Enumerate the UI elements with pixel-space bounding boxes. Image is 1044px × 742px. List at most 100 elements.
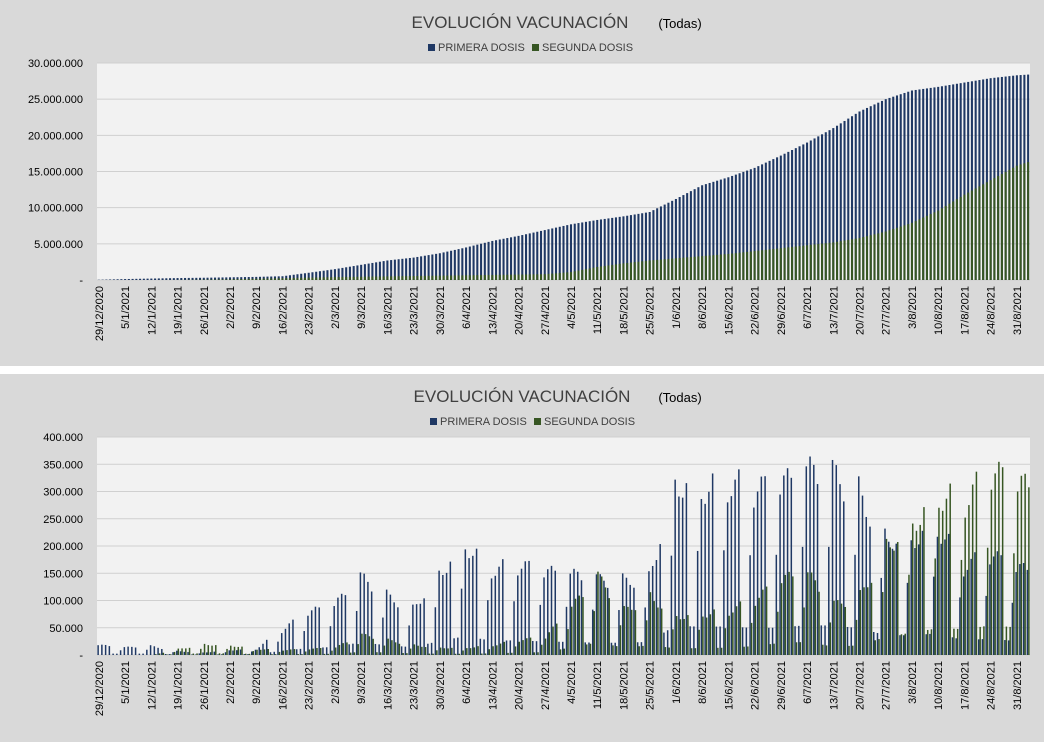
bar-primera-dosis [176,650,178,655]
bar-segunda-dosis [211,645,213,655]
bar-primera-dosis [243,277,247,280]
bar-segunda-dosis [559,649,562,655]
bar-primera-dosis [307,272,310,280]
bar-segunda-dosis [753,251,756,280]
bar-primera-dosis [835,465,838,655]
bar-primera-dosis [254,649,257,655]
bar-primera-dosis [618,610,620,655]
bar-segunda-dosis [683,618,685,655]
bar-primera-dosis [228,650,231,655]
bar-primera-dosis [843,120,846,280]
x-tick-label: 6/7/2021 [802,286,814,329]
bar-primera-dosis [940,86,943,280]
bar-primera-dosis [922,88,925,280]
bar-primera-dosis [532,640,534,655]
bar-segunda-dosis [880,232,884,280]
bar-segunda-dosis [773,643,775,655]
bar-primera-dosis [761,164,764,280]
bar-primera-dosis [135,278,138,280]
bars [97,74,1030,281]
bar-primera-dosis [588,642,590,655]
bar-primera-dosis [742,171,745,280]
x-tick-label: 22/6/2021 [750,661,762,710]
bar-segunda-dosis [319,648,322,655]
bar-segunda-dosis [784,574,787,655]
bar-segunda-dosis [558,272,561,280]
y-tick-label: 20.000.000 [28,130,83,142]
bar-primera-dosis [580,580,583,655]
bar-segunda-dosis [850,239,854,280]
bar-segunda-dosis [983,626,985,655]
y-tick-label: 400.000 [43,432,83,444]
bar-segunda-dosis [567,629,569,655]
bar-primera-dosis [445,572,448,655]
bar-segunda-dosis [421,646,423,655]
bar-segunda-dosis [451,647,453,655]
bar-primera-dosis [161,648,163,655]
bar-primera-dosis [547,569,549,655]
bar-segunda-dosis [397,276,400,280]
bar-primera-dosis [494,575,497,655]
bar-primera-dosis [592,220,595,280]
bar-primera-dosis [401,258,404,280]
bar-primera-dosis [228,277,232,280]
bar-segunda-dosis [341,277,344,280]
bar-segunda-dosis [270,278,273,280]
bar-segunda-dosis [271,654,273,655]
bar-segunda-dosis [308,649,311,655]
bar-segunda-dosis [443,648,446,655]
bar-segunda-dosis [462,650,464,655]
bar-segunda-dosis [528,274,531,280]
bar-primera-dosis [468,246,471,280]
bar-segunda-dosis [387,638,389,655]
bar-primera-dosis [528,233,531,280]
bar-segunda-dosis [548,632,551,655]
bar-segunda-dosis [453,275,456,280]
bar-primera-dosis [385,589,388,655]
bar-segunda-dosis [487,274,490,280]
bar-segunda-dosis [492,646,494,655]
x-tick-label: 12/1/2021 [146,286,158,335]
x-tick-label: 9/3/2021 [356,286,368,329]
bar-segunda-dosis [937,210,940,280]
bar-primera-dosis [918,89,921,280]
bar-primera-dosis [794,626,796,655]
bar-primera-dosis [741,627,744,655]
bar-segunda-dosis [589,643,592,655]
bar-primera-dosis [322,647,324,655]
bar-primera-dosis [771,627,774,655]
bar-segunda-dosis [412,276,415,280]
bar-primera-dosis [472,245,475,280]
bar-segunda-dosis [672,629,674,655]
bar-primera-dosis [412,257,415,280]
bar-primera-dosis [910,90,914,280]
y-tick-label: 10.000.000 [28,203,83,215]
bar-primera-dosis [453,249,456,280]
bar-primera-dosis [1026,569,1029,655]
bar-primera-dosis [914,548,916,655]
bar-segunda-dosis [266,278,269,280]
bar-primera-dosis [348,266,351,280]
x-tick-label: 13/4/2021 [487,661,499,710]
bar-primera-dosis [686,193,689,280]
bar-segunda-dosis [277,278,280,280]
bar-segunda-dosis [405,276,408,280]
bar-segunda-dosis [316,647,318,655]
bar-segunda-dosis [982,184,985,280]
bar-segunda-dosis [383,645,386,655]
bar-segunda-dosis [686,257,689,280]
bar-primera-dosis [633,214,636,280]
bar-primera-dosis [483,639,485,655]
bar-primera-dosis [629,215,632,280]
bar-primera-dosis [674,198,677,280]
bar-primera-dosis [854,554,856,655]
bar-primera-dosis [701,185,704,280]
bar-primera-dosis [468,558,470,655]
bar-segunda-dosis [873,234,876,280]
bar-segunda-dosis [267,649,269,655]
bar-segunda-dosis [750,622,753,655]
bar-primera-dosis [356,265,359,280]
x-tick-label: 19/1/2021 [173,661,185,710]
bar-segunda-dosis [629,262,632,280]
bar-primera-dosis [232,277,235,280]
